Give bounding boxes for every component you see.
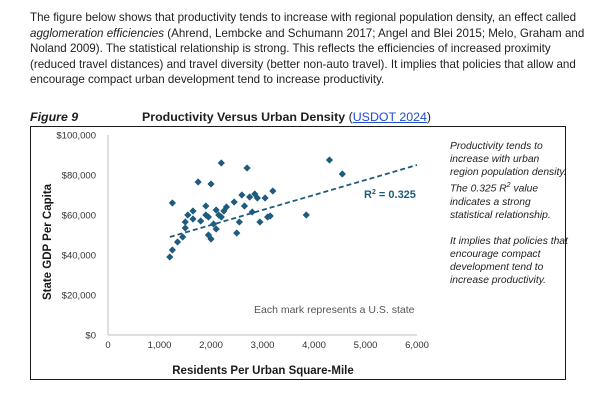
source-link[interactable]: USDOT 2024 bbox=[352, 110, 427, 124]
intro-text-end: (Ahrend, Lembcke and Schumann 2017; Ange… bbox=[30, 26, 585, 87]
data-point-marker bbox=[269, 187, 277, 195]
data-point-marker bbox=[207, 180, 215, 188]
x-tick-label: 5,000 bbox=[354, 340, 378, 351]
figure-title-group: Productivity Versus Urban Density (USDOT… bbox=[142, 110, 431, 124]
data-point-marker bbox=[202, 202, 210, 210]
y-axis-title: State GDP Per Capita bbox=[42, 183, 54, 300]
data-point-marker bbox=[266, 212, 274, 220]
data-point-marker bbox=[238, 191, 246, 199]
side-note-text-1a: Productivity tends to increase with urba… bbox=[450, 141, 567, 195]
data-point-marker bbox=[251, 190, 259, 198]
data-point-marker bbox=[222, 203, 231, 211]
y-tick-label: $60,000 bbox=[62, 211, 96, 222]
data-point-marker bbox=[325, 156, 334, 164]
figure-caption: Figure 9 Productivity Versus Urban Densi… bbox=[30, 110, 590, 126]
y-tick-label: $0 bbox=[85, 331, 96, 342]
data-point-marker bbox=[338, 170, 346, 178]
data-point-marker bbox=[230, 198, 238, 206]
data-point-marker bbox=[220, 207, 228, 215]
intro-text-start: The figure below shows that productivity… bbox=[30, 11, 577, 24]
figure-title: Productivity Versus Urban Density bbox=[142, 110, 346, 124]
x-tick-label: 3,000 bbox=[251, 340, 275, 351]
data-point-marker bbox=[166, 253, 174, 261]
data-point-marker bbox=[253, 194, 261, 202]
data-point-marker bbox=[217, 213, 225, 221]
data-point-marker bbox=[302, 211, 310, 219]
chart-annotation: Each mark represents a U.S. state bbox=[254, 304, 415, 316]
x-tick-label: 4,000 bbox=[302, 340, 326, 351]
x-tick-label: 1,000 bbox=[148, 340, 172, 351]
side-note-paragraph-2: It implies that policies that encourage … bbox=[450, 235, 568, 287]
r2-letter: R bbox=[364, 189, 372, 201]
trend-line bbox=[169, 164, 418, 238]
scatter-chart: $0 $20,000 $40,000 $60,000 $80,000 $100,000 0… bbox=[42, 131, 429, 378]
y-tick-label: $40,000 bbox=[62, 251, 96, 262]
data-point-marker bbox=[212, 206, 220, 214]
data-point-marker bbox=[189, 215, 197, 223]
intro-paragraph: The figure below shows that productivity… bbox=[30, 10, 590, 88]
data-point-marker bbox=[189, 207, 197, 215]
figure-source: (USDOT 2024) bbox=[349, 110, 431, 124]
data-point-marker bbox=[248, 208, 256, 216]
data-point-marker bbox=[243, 164, 251, 172]
x-tick-label: 2,000 bbox=[199, 340, 223, 351]
figure-label: Figure 9 bbox=[30, 110, 79, 124]
data-point-marker bbox=[181, 218, 189, 226]
data-point-marker bbox=[246, 193, 254, 201]
data-point-marker bbox=[233, 229, 241, 237]
side-note-text-1b: value indicates a strong statistical rel… bbox=[450, 183, 551, 221]
x-tick-label: 0 bbox=[105, 340, 110, 351]
data-point-marker bbox=[173, 238, 182, 246]
data-point-marker bbox=[240, 202, 249, 210]
data-point-marker bbox=[168, 246, 176, 254]
y-tick-label: $100,000 bbox=[56, 131, 96, 142]
side-note: Productivity tends to increase with urba… bbox=[450, 140, 568, 300]
data-point-marker bbox=[207, 235, 215, 243]
side-note-superscript: 2 bbox=[506, 182, 511, 190]
x-tick-label: 6,000 bbox=[405, 340, 429, 351]
data-point-marker bbox=[181, 224, 189, 232]
y-tick-label: $20,000 bbox=[62, 291, 96, 302]
data-point-marker bbox=[256, 218, 264, 226]
r2-label: R2 = 0.325 bbox=[364, 189, 416, 201]
y-tick-label: $80,000 bbox=[62, 171, 96, 182]
data-point-marker bbox=[217, 159, 225, 167]
side-note-paragraph-1: Productivity tends to increase with urba… bbox=[450, 140, 568, 222]
r2-value: = 0.325 bbox=[376, 189, 416, 201]
data-point-marker bbox=[204, 213, 213, 221]
source-close-paren: ) bbox=[426, 110, 432, 124]
source-open-paren: ( bbox=[348, 110, 353, 124]
data-point-marker bbox=[179, 233, 187, 241]
x-axis-title: Residents Per Urban Square-Mile bbox=[172, 365, 354, 377]
chart-frame: $0 $20,000 $40,000 $60,000 $80,000 $100,000 0… bbox=[30, 126, 566, 380]
data-point-marker bbox=[168, 199, 176, 207]
data-point-marker bbox=[209, 220, 218, 228]
data-point-marker bbox=[212, 225, 220, 233]
r2-superscript: 2 bbox=[372, 189, 376, 196]
data-point-marker bbox=[235, 218, 243, 226]
data-point-marker bbox=[184, 211, 192, 219]
data-point-marker bbox=[261, 194, 269, 202]
data-point-marker bbox=[197, 217, 205, 225]
data-point-marker bbox=[194, 178, 202, 186]
intro-emphasis: agglomeration efficiencies bbox=[30, 26, 165, 40]
